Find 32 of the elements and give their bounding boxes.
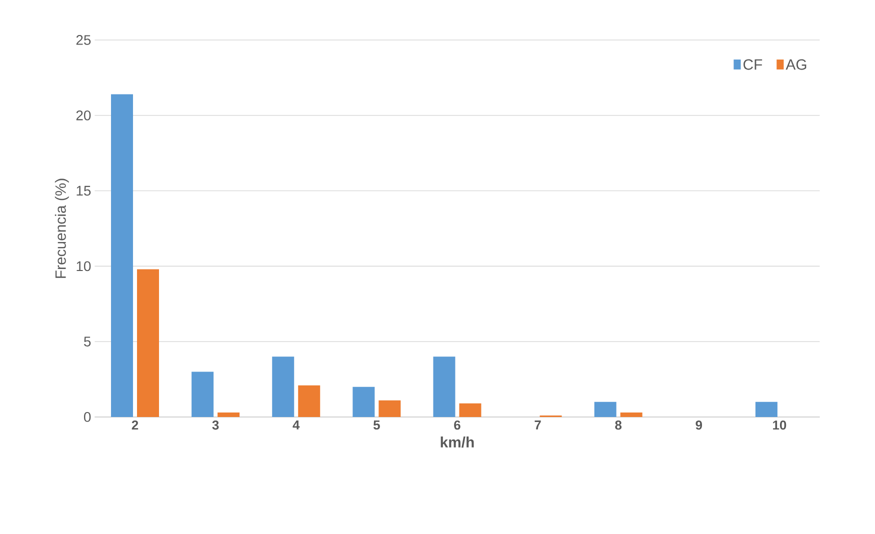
y-tick-label: 0 — [84, 412, 91, 422]
y-tick-label: 20 — [76, 110, 91, 120]
bar — [594, 402, 616, 417]
bar — [755, 402, 778, 417]
y-axis-title: Frecuencia (%) — [54, 178, 69, 278]
y-tick-label: 5 — [84, 336, 91, 346]
x-axis-title: km/h — [440, 436, 474, 448]
bar — [218, 412, 240, 417]
x-tick-label: 4 — [292, 420, 300, 430]
legend-label: AG — [786, 59, 806, 70]
x-tick-label: 3 — [212, 420, 219, 430]
bar — [272, 356, 294, 417]
bar — [298, 385, 320, 417]
y-tick-label: 15 — [76, 186, 91, 196]
bar — [378, 400, 401, 417]
y-tick-label: 10 — [76, 261, 91, 272]
x-tick-label: 10 — [773, 420, 786, 430]
y-tick-label: 25 — [76, 35, 91, 45]
bar — [459, 403, 482, 417]
x-tick-label: 5 — [373, 420, 380, 430]
x-tick-label: 6 — [454, 420, 460, 430]
bar — [433, 356, 456, 417]
bar — [137, 269, 160, 417]
bar — [352, 386, 375, 417]
x-tick-label: 7 — [534, 420, 541, 430]
x-tick-label: 9 — [696, 420, 702, 430]
x-tick-label: 2 — [132, 420, 138, 430]
x-tick-label: 8 — [615, 420, 622, 430]
bar — [192, 372, 214, 417]
legend-label: CF — [744, 59, 762, 70]
bar — [111, 94, 134, 417]
bar — [620, 412, 642, 417]
